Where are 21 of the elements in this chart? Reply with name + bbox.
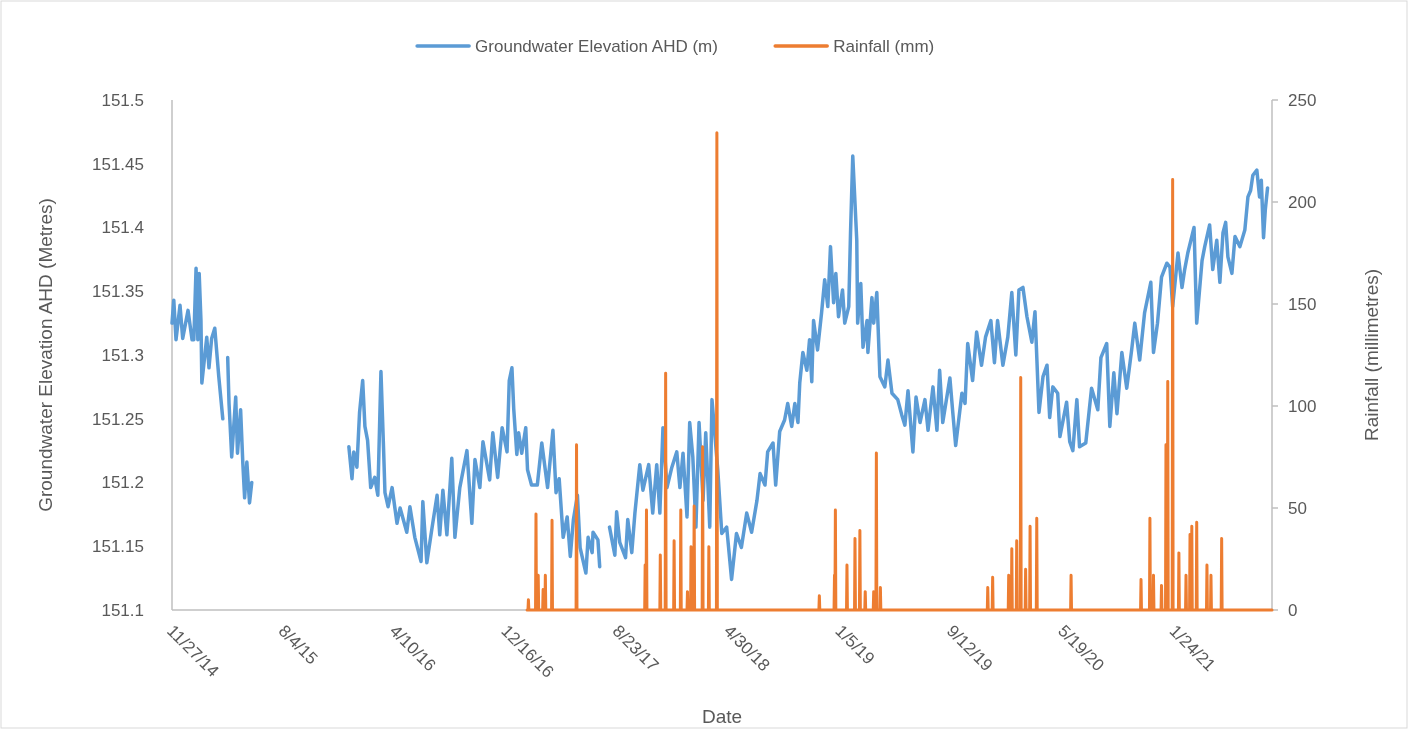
y-tick-label: 151.2 — [101, 473, 144, 493]
x-axis-title: Date — [701, 706, 743, 727]
y-tick-label: 151.45 — [92, 154, 144, 174]
y2-tick-label: 100 — [1288, 396, 1317, 416]
y2-axis-title: Rainfall (millimetres) — [1361, 268, 1382, 442]
y-tick-label: 151.15 — [92, 537, 144, 557]
y-tick-label: 151.25 — [92, 409, 144, 429]
y-axis-title: Groundwater Elevation AHD (Metres) — [35, 198, 56, 512]
legend-label: Rainfall (mm) — [833, 36, 935, 56]
y2-tick-label: 50 — [1288, 498, 1307, 518]
y2-tick-label: 150 — [1288, 294, 1317, 314]
y-tick-label: 151.5 — [101, 90, 144, 110]
y-tick-label: 151.35 — [92, 282, 144, 302]
y2-tick-label: 250 — [1288, 90, 1317, 110]
y-tick-label: 151.1 — [101, 600, 144, 620]
legend-label: Groundwater Elevation AHD (m) — [475, 36, 718, 56]
line-series — [525, 131, 1274, 612]
y-tick-label: 151.3 — [101, 345, 144, 365]
y2-tick-label: 200 — [1288, 192, 1317, 212]
y-tick-label: 151.4 — [101, 218, 144, 238]
y2-tick-label: 0 — [1288, 600, 1298, 620]
